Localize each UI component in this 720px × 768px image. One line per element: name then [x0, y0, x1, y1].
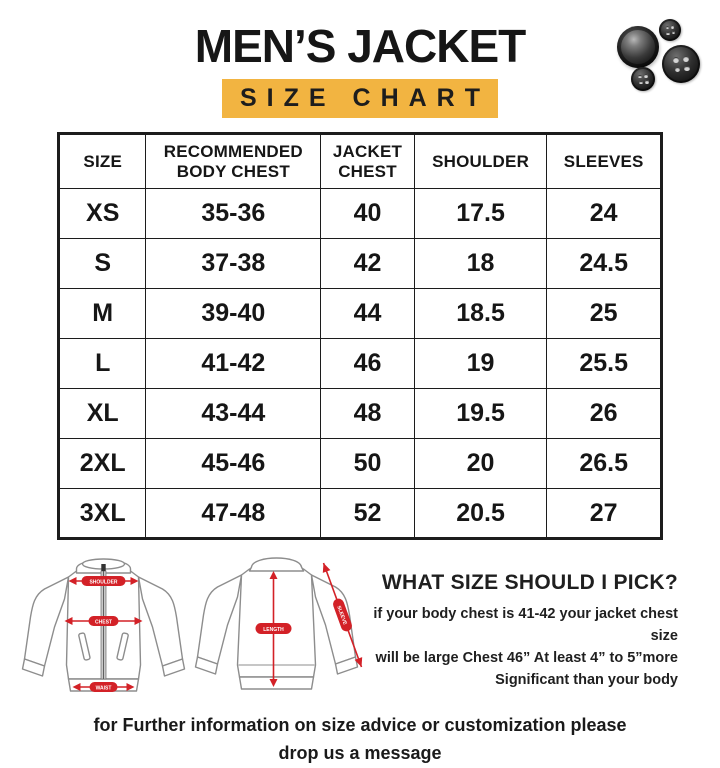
header-size: SIZE [57, 133, 147, 190]
cell-sleeves: 27 [546, 488, 662, 540]
cell-sleeves: 25.5 [546, 338, 662, 390]
cell-jacket-chest: 44 [320, 288, 415, 340]
shoulder-measure-arrow: SHOULDER [68, 576, 139, 587]
cell-body-chest: 37-38 [145, 238, 322, 290]
waist-measure-label: WAIST [96, 686, 112, 692]
cell-body-chest: 35-36 [145, 188, 322, 240]
cell-shoulder: 20.5 [413, 488, 548, 540]
button-large-glossy-icon [617, 26, 659, 68]
advice-line: will be large Chest 46” At least 4” to 5… [375, 649, 678, 666]
cell-size: M [57, 288, 147, 340]
footer-note: for Further information on size advice o… [0, 712, 720, 768]
cell-jacket-chest: 48 [320, 388, 415, 440]
table-row: S 37-38 42 18 24.5 [57, 238, 662, 290]
header-body-chest: RECOMMENDED BODY CHEST [145, 133, 322, 190]
cell-sleeves: 24 [546, 188, 662, 240]
table-row: 2XL 45-46 50 20 26.5 [57, 438, 662, 490]
cell-shoulder: 17.5 [413, 188, 548, 240]
jacket-buttons-photo [598, 15, 713, 107]
cell-size: 2XL [57, 438, 147, 490]
subtitle-wrap: SIZE CHART [0, 79, 720, 119]
cell-size: XL [57, 388, 147, 440]
footer-line: for Further information on size advice o… [93, 715, 627, 736]
advice-line: Significant than your body [495, 671, 678, 688]
bottom-section: SHOULDER CHEST WAIST [0, 547, 720, 699]
cell-body-chest: 45-46 [145, 438, 322, 490]
button-small-top-icon [659, 19, 681, 41]
advice-line: if your body chest is 41-42 your jacket … [373, 606, 678, 645]
cell-shoulder: 19 [413, 338, 548, 390]
table-row: L 41-42 46 19 25.5 [57, 338, 662, 390]
jacket-front-diagram: SHOULDER CHEST WAIST [21, 558, 186, 693]
cell-shoulder: 18.5 [413, 288, 548, 340]
cell-size: S [57, 238, 147, 290]
length-measure-label: LENGTH [263, 627, 284, 633]
cell-jacket-chest: 50 [320, 438, 415, 490]
measurement-diagrams: SHOULDER CHEST WAIST [16, 547, 366, 699]
header: MEN’S JACKET SIZE CHART [0, 0, 720, 119]
table-row: XS 35-36 40 17.5 24 [57, 188, 662, 240]
shoulder-measure-label: SHOULDER [89, 580, 117, 586]
size-table: SIZE RECOMMENDED BODY CHEST JACKET CHEST… [57, 132, 663, 541]
cell-body-chest: 43-44 [145, 388, 322, 440]
length-measure-arrow: LENGTH [255, 571, 292, 688]
cell-shoulder: 19.5 [413, 388, 548, 440]
header-shoulder: SHOULDER [413, 133, 548, 190]
cell-size: L [57, 338, 147, 390]
jacket-back-diagram: LENGTH SLEEVE [194, 557, 363, 690]
button-medium-right-icon [662, 45, 700, 83]
table-header-row: SIZE RECOMMENDED BODY CHEST JACKET CHEST… [57, 133, 662, 190]
advice-heading: WHAT SIZE SHOULD I PICK? [381, 571, 678, 595]
table-row: XL 43-44 48 19.5 26 [57, 388, 662, 440]
subtitle-badge: SIZE CHART [222, 79, 498, 119]
chest-measure-arrow: CHEST [64, 616, 143, 627]
cell-jacket-chest: 42 [320, 238, 415, 290]
cell-size: 3XL [57, 488, 147, 540]
cell-body-chest: 47-48 [145, 488, 322, 540]
header-jacket-chest: JACKET CHEST [320, 133, 415, 190]
cell-body-chest: 39-40 [145, 288, 322, 340]
table-row: M 39-40 44 18.5 25 [57, 288, 662, 340]
page-title: MEN’S JACKET [194, 20, 526, 72]
cell-sleeves: 26.5 [546, 438, 662, 490]
cell-size: XS [57, 188, 147, 240]
table-row: 3XL 47-48 52 20.5 27 [57, 488, 662, 540]
header-sleeves: SLEEVES [546, 133, 662, 190]
cell-jacket-chest: 40 [320, 188, 415, 240]
cell-shoulder: 18 [413, 238, 548, 290]
cell-shoulder: 20 [413, 438, 548, 490]
advice-block: WHAT SIZE SHOULD I PICK? if your body ch… [366, 547, 720, 691]
cell-sleeves: 25 [546, 288, 662, 340]
cell-jacket-chest: 46 [320, 338, 415, 390]
cell-body-chest: 41-42 [145, 338, 322, 390]
cell-sleeves: 26 [546, 388, 662, 440]
footer-line: drop us a message [278, 743, 442, 764]
waist-measure-arrow: WAIST [72, 682, 135, 693]
cell-sleeves: 24.5 [546, 238, 662, 290]
cell-jacket-chest: 52 [320, 488, 415, 540]
chest-measure-label: CHEST [95, 620, 112, 626]
button-small-bottom-icon [631, 67, 655, 91]
